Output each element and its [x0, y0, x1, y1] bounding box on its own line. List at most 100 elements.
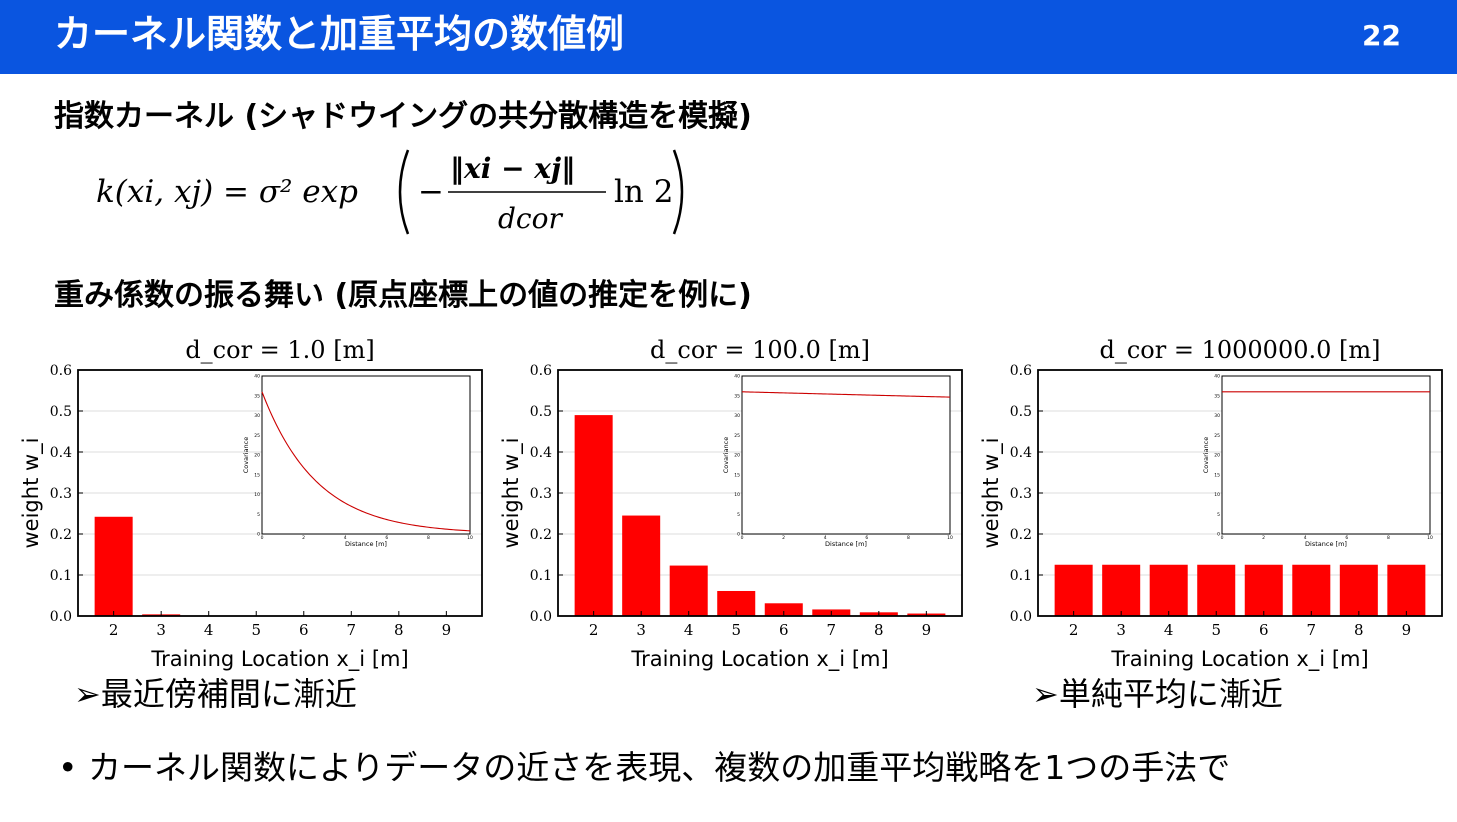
weight-chart-2: d_cor = 100.0 [m] 0.0 0.1 0.2 0.3 0.4 0.5 0.6 2 3… — [490, 330, 970, 675]
x-tick-label: 5 — [251, 621, 261, 639]
bullet-summary: • カーネル関数によりデータの近さを表現、複数の加重平均戦略を1つの手法で — [58, 748, 1231, 787]
bar — [1197, 564, 1236, 616]
y-tick-label: 0.3 — [1010, 486, 1032, 502]
inset-x-tick-label: 10 — [1427, 535, 1433, 541]
inset-y-tick-label: 25 — [254, 433, 260, 439]
inset-x-tick-label: 8 — [907, 535, 910, 541]
inset-y-tick-label: 20 — [254, 453, 260, 459]
plot-frame — [1037, 369, 1443, 617]
inset-covariance-line — [261, 391, 471, 532]
inset-y-tick-label: 35 — [1214, 393, 1220, 399]
inset-y-tick-label: 35 — [254, 393, 260, 399]
y-tick-label: 0.0 — [50, 609, 72, 625]
y-axis-label: weight w_i — [979, 438, 1004, 549]
inset-x-axis-label: Distance [m] — [1305, 540, 1347, 548]
x-tick-label: 9 — [1402, 621, 1412, 639]
inset-x-tick-label: 0 — [261, 535, 264, 541]
y-tick-label: 0.6 — [1010, 363, 1032, 379]
plot-frame — [77, 369, 483, 617]
inset-y-axis-label: Covariance — [722, 437, 730, 474]
inset-x-tick-label: 0 — [1221, 535, 1224, 541]
weight-chart-svg: d_cor = 100.0 [m] 0.0 0.1 0.2 0.3 0.4 0.5 0.6 2 3… — [499, 336, 963, 672]
section-heading-kernel: 指数カーネル (シャドウイングの共分散構造を模擬) — [54, 99, 752, 134]
y-axis-label: weight w_i — [499, 438, 524, 549]
x-tick-label: 4 — [684, 621, 694, 639]
x-tick-label: 4 — [1164, 621, 1174, 639]
inset-y-tick-label: 20 — [734, 453, 740, 459]
bar — [1102, 564, 1141, 616]
x-tick-label: 6 — [299, 621, 309, 639]
inset-y-tick-label: 15 — [1214, 472, 1220, 478]
section-heading-weights: 重み係数の振る舞い (原点座標上の値の推定を例に) — [54, 278, 752, 313]
x-tick-label: 4 — [204, 621, 214, 639]
inset-y-tick-label: 10 — [734, 492, 740, 498]
x-tick-label: 8 — [394, 621, 404, 639]
inset-x-tick-label: 6 — [1345, 535, 1348, 541]
bar — [94, 516, 133, 616]
x-tick-label: 9 — [442, 621, 452, 639]
x-tick-label: 2 — [589, 621, 599, 639]
x-axis-label: Training Location x_i [m] — [1110, 647, 1368, 672]
inset-x-tick-label: 2 — [782, 535, 785, 541]
x-axis-label: Training Location x_i [m] — [630, 647, 888, 672]
bar — [1387, 564, 1426, 616]
bar — [622, 515, 661, 616]
y-tick-label: 0.6 — [530, 363, 552, 379]
inset-x-tick-label: 2 — [302, 535, 305, 541]
weight-chart-1: d_cor = 1.0 [m] 0.0 0.1 0.2 0.3 0.4 0.5 0.6 2 3 4 5… — [10, 330, 490, 675]
y-tick-label: 0.5 — [1010, 404, 1032, 420]
y-tick-label: 0.0 — [1010, 609, 1032, 625]
formula-tail: ln 2 — [614, 174, 673, 210]
chart-title: d_cor = 100.0 [m] — [650, 336, 870, 364]
bar — [574, 415, 613, 616]
inset-y-axis-label: Covariance — [242, 437, 250, 474]
y-tick-label: 0.2 — [50, 527, 72, 543]
weight-chart-3: d_cor = 1000000.0 [m] 0.0 0.1 0.2 0.3 0.4 0.5 0… — [970, 330, 1450, 675]
x-tick-label: 6 — [1259, 621, 1269, 639]
inset-y-tick-label: 30 — [1214, 413, 1220, 419]
y-tick-label: 0.3 — [50, 486, 72, 502]
x-tick-label: 2 — [109, 621, 119, 639]
y-tick-label: 0.4 — [530, 445, 552, 461]
inset-x-tick-label: 8 — [427, 535, 430, 541]
inset-y-tick-label: 5 — [737, 512, 740, 518]
y-tick-label: 0.3 — [530, 486, 552, 502]
inset-y-tick-label: 15 — [254, 472, 260, 478]
inset-x-tick-label: 8 — [1387, 535, 1390, 541]
x-tick-label: 7 — [827, 621, 837, 639]
bar — [1244, 564, 1283, 616]
x-axis-label: Training Location x_i [m] — [150, 647, 408, 672]
y-tick-label: 0.2 — [530, 527, 552, 543]
inset-x-tick-label: 10 — [467, 535, 473, 541]
inset-y-tick-label: 40 — [254, 374, 260, 380]
formula-right-paren — [672, 149, 684, 235]
formula-svg: k(xi, xj) = σ² exp − ‖xi − xj‖ dcor ln 2 — [96, 149, 684, 235]
bar — [669, 565, 708, 616]
bar — [1292, 564, 1331, 616]
inset-x-tick-label: 6 — [385, 535, 388, 541]
x-tick-label: 2 — [1069, 621, 1079, 639]
y-tick-label: 0.4 — [50, 445, 72, 461]
inset-frame — [741, 375, 951, 535]
inset-covariance-line — [741, 391, 951, 398]
y-tick-label: 0.0 — [530, 609, 552, 625]
x-tick-label: 7 — [347, 621, 357, 639]
inset-y-tick-label: 0 — [1217, 532, 1220, 538]
header-bar: カーネル関数と加重平均の数値例 22 — [0, 0, 1457, 74]
slide-title: カーネル関数と加重平均の数値例 — [54, 12, 625, 56]
inset-x-tick-label: 4 — [344, 535, 347, 541]
plot-frame — [557, 369, 963, 617]
y-tick-label: 0.5 — [530, 404, 552, 420]
inset-y-tick-label: 30 — [734, 413, 740, 419]
inset-y-tick-label: 0 — [737, 532, 740, 538]
inset-x-tick-label: 10 — [947, 535, 953, 541]
inset-y-tick-label: 40 — [1214, 374, 1220, 380]
x-tick-label: 3 — [156, 621, 166, 639]
inset-y-tick-label: 30 — [254, 413, 260, 419]
bar — [1149, 564, 1188, 616]
inset-x-tick-label: 4 — [1304, 535, 1307, 541]
inset-x-tick-label: 4 — [824, 535, 827, 541]
inset-y-axis-label: Covariance — [1202, 437, 1210, 474]
chart-title: d_cor = 1000000.0 [m] — [1100, 336, 1381, 364]
x-tick-label: 3 — [1116, 621, 1126, 639]
